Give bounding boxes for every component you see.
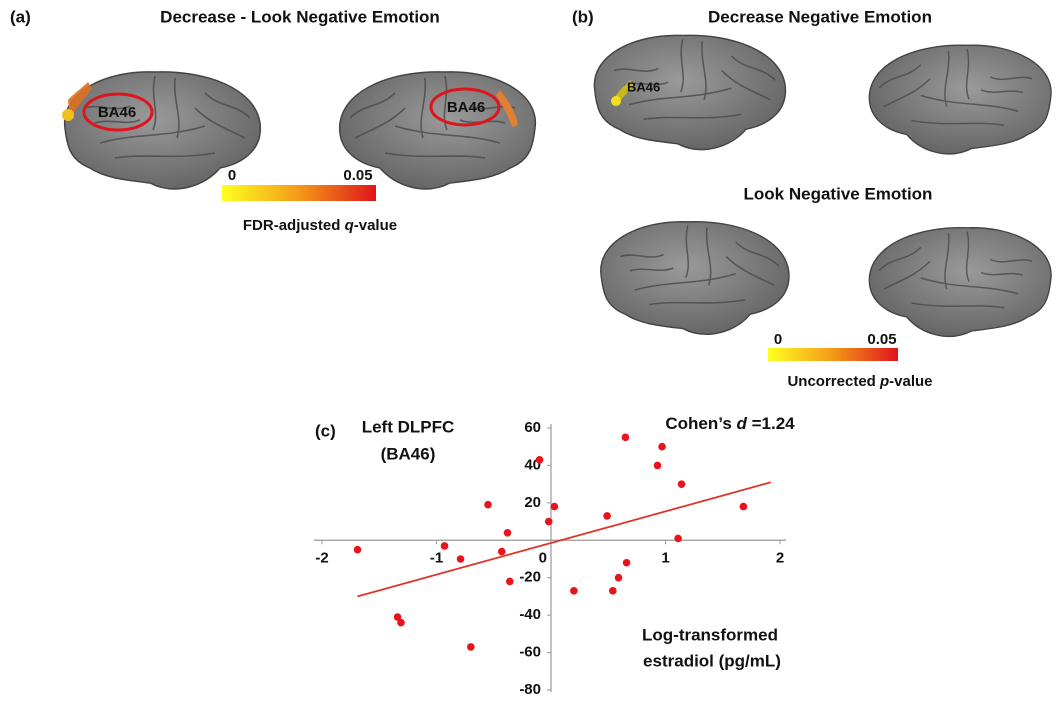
point <box>550 502 559 511</box>
point <box>497 547 506 556</box>
colorbar <box>222 185 376 201</box>
y-tick-label: -60 <box>519 644 541 661</box>
activation <box>496 90 518 127</box>
point <box>456 555 465 563</box>
panel-title: Decrease - Look Negative Emotion <box>160 7 440 26</box>
point <box>603 512 611 520</box>
point <box>393 613 402 621</box>
point <box>739 502 748 511</box>
point <box>653 461 662 470</box>
activation <box>62 109 74 121</box>
point <box>621 433 630 442</box>
activation <box>68 82 92 120</box>
region-label: BA46 <box>627 79 660 94</box>
point <box>535 456 544 464</box>
brain-left <box>600 220 790 336</box>
point <box>467 643 475 651</box>
region-label: BA46 <box>447 99 485 116</box>
x-tick-label: -1 <box>430 549 443 566</box>
point <box>658 442 666 451</box>
y-tick-label: 60 <box>524 419 541 436</box>
y-axis-label: (BA46) <box>381 444 436 463</box>
x-tick-label: 2 <box>776 549 784 566</box>
region-label: BA46 <box>98 104 136 121</box>
x-axis-label: estradiol (pg/mL) <box>643 651 781 670</box>
panel-label: (c) <box>315 421 336 440</box>
point <box>677 480 686 488</box>
colorbar <box>768 348 898 361</box>
colorbar-caption: Uncorrected p-value <box>787 373 932 390</box>
panel-title: Decrease Negative Emotion <box>708 7 932 26</box>
colorbar-min: 0 <box>228 167 236 184</box>
point <box>614 573 623 582</box>
x-tick-label: 1 <box>661 549 669 566</box>
colorbar-caption: FDR-adjusted q-value <box>243 217 397 234</box>
point <box>353 545 362 554</box>
colorbar-min: 0 <box>774 331 782 348</box>
brain-right <box>868 226 1052 338</box>
y-tick-label: 20 <box>524 494 541 511</box>
colorbar-max: 0.05 <box>867 331 896 348</box>
y-axis-label: Left DLPFC <box>362 417 455 436</box>
point <box>609 587 617 595</box>
activation <box>611 96 621 106</box>
point <box>570 587 578 595</box>
x-tick-label: 0 <box>539 549 547 566</box>
highlight-ring <box>82 92 154 132</box>
y-tick-label: -40 <box>519 606 541 623</box>
annotation: Cohen’s d =1.24 <box>665 414 795 433</box>
x-tick-label: -2 <box>315 549 328 566</box>
y-tick-label: -80 <box>519 681 541 698</box>
point <box>440 542 449 550</box>
point <box>505 577 514 586</box>
point <box>397 618 405 627</box>
colorbar-max: 0.05 <box>343 167 372 184</box>
trendline <box>357 481 772 598</box>
point <box>484 500 492 509</box>
panel-label: (b) <box>572 7 594 26</box>
highlight-ring <box>429 87 501 127</box>
point <box>503 529 512 537</box>
point <box>674 534 682 543</box>
point <box>544 517 553 526</box>
point <box>622 558 631 567</box>
panel-label: (a) <box>10 7 31 26</box>
y-tick-label: -20 <box>519 569 541 586</box>
panel-subtitle: Look Negative Emotion <box>744 184 933 203</box>
x-axis-label: Log-transformed <box>642 625 778 644</box>
brain-right <box>868 44 1052 155</box>
